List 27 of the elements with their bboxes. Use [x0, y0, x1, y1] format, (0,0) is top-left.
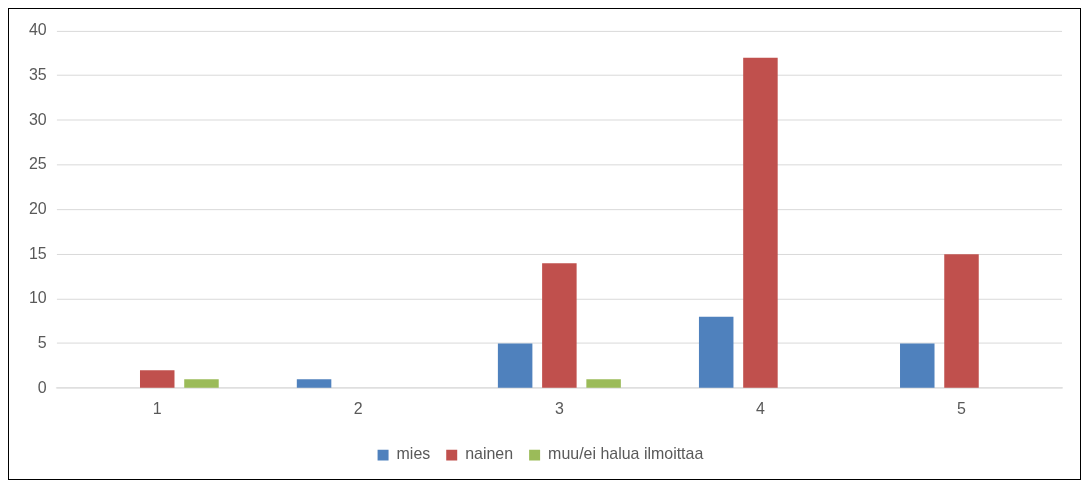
bar [698, 316, 734, 388]
y-tick-label: 5 [37, 333, 47, 351]
bar [944, 254, 979, 388]
legend-label: muu/ei halua ilmoittaa [548, 445, 704, 463]
legend-label: nainen [465, 445, 514, 463]
bar [743, 57, 778, 388]
y-tick-label: 30 [28, 110, 47, 128]
bar [586, 379, 621, 388]
y-tick-label: 25 [28, 155, 47, 173]
y-tick-label: 15 [28, 244, 47, 262]
legend-label: mies [396, 445, 431, 463]
y-tick-label: 35 [28, 65, 47, 83]
bar [184, 379, 219, 388]
y-tick-label: 10 [28, 289, 47, 307]
x-tick-label: 2 [353, 400, 363, 418]
bar [497, 343, 533, 388]
y-tick-label: 40 [28, 21, 47, 39]
y-tick-label: 20 [28, 199, 47, 217]
y-tick-label: 0 [37, 378, 47, 396]
x-tick-label: 4 [755, 400, 765, 418]
bar [296, 379, 332, 388]
x-tick-label: 3 [554, 400, 564, 418]
bar [139, 370, 175, 388]
x-tick-label: 5 [957, 400, 967, 418]
x-tick-label: 1 [152, 400, 162, 418]
bar [900, 343, 935, 388]
bar [542, 263, 577, 388]
